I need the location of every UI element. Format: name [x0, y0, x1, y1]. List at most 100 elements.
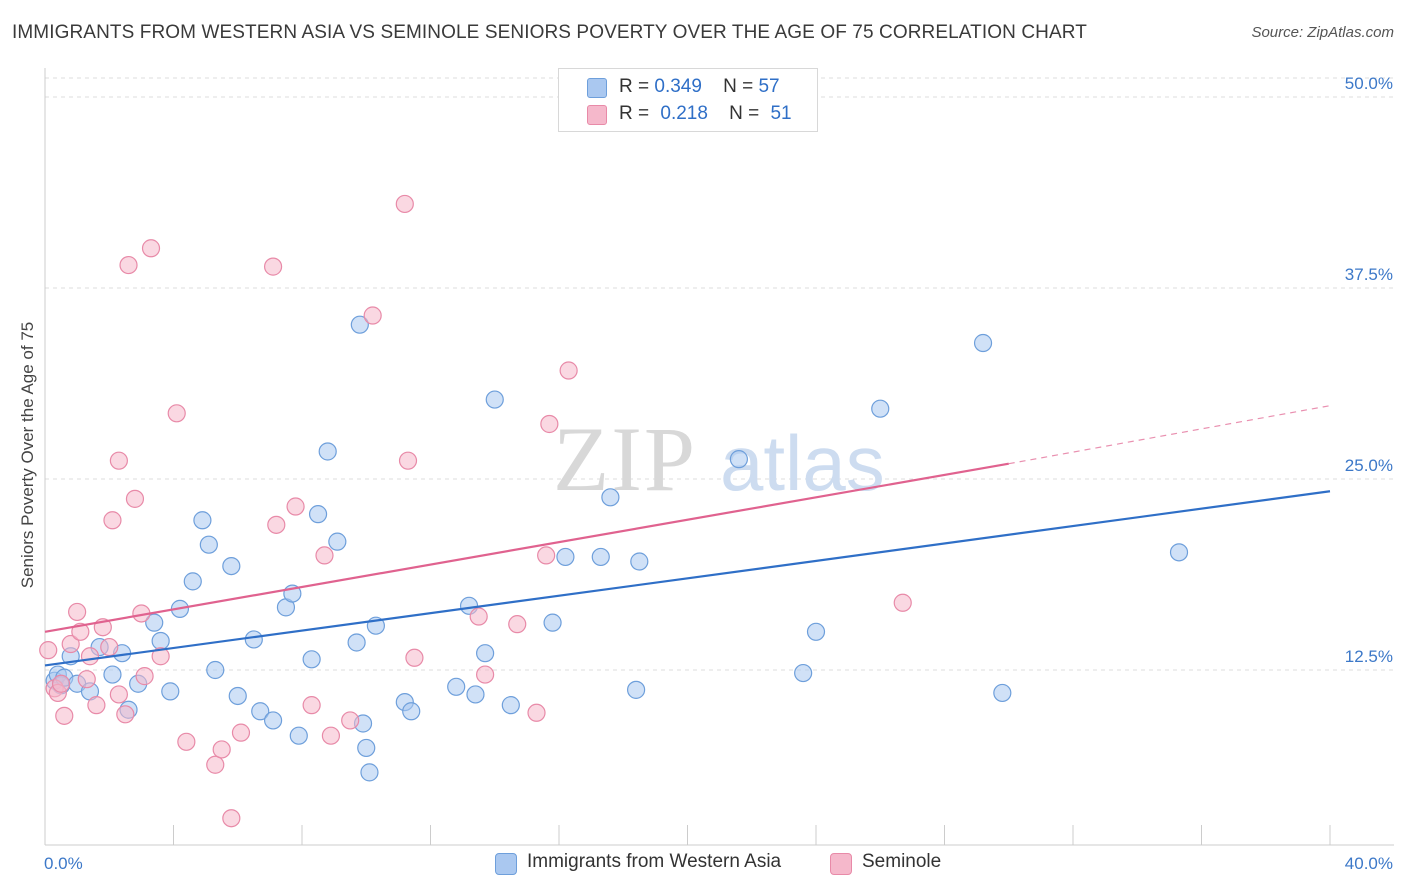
x-tick-label: 40.0% [1345, 854, 1393, 873]
legend-n-value-blue: 57 [758, 76, 780, 97]
data-point-pink [893, 593, 912, 612]
data-point-blue [591, 547, 610, 567]
data-point-pink [119, 255, 138, 275]
data-point-pink [231, 723, 251, 742]
x-tick-label: 0.0% [44, 854, 83, 873]
gridlines [45, 77, 1394, 671]
data-point-blue [183, 572, 202, 591]
data-point-pink [141, 239, 161, 258]
data-point-pink [559, 361, 578, 380]
data-point-pink [212, 740, 231, 759]
y-tick-label: 50.0% [1345, 74, 1393, 93]
correlation-legend: R = 0.349 N = 57 R = 0.218 N = 51 [558, 68, 818, 132]
data-point-pink [68, 602, 87, 622]
axes [44, 68, 1394, 846]
data-point-blue [145, 613, 164, 632]
data-point-pink [267, 515, 286, 534]
data-point-blue [161, 682, 180, 701]
data-point-pink [167, 404, 186, 423]
bottom-legend-label-pink: Seminole [862, 851, 942, 872]
data-point-blue [402, 702, 421, 721]
data-point-blue [222, 556, 241, 576]
data-point-blue [151, 631, 170, 651]
data-point-pink [109, 451, 128, 470]
data-point-pink [39, 641, 58, 660]
data-point-pink [508, 615, 527, 634]
data-point-pink [302, 696, 321, 715]
data-point-blue [630, 552, 649, 571]
trend-extension-pink [1008, 405, 1331, 465]
legend-r-label-pink: R = [619, 103, 650, 124]
data-point-pink [363, 306, 382, 325]
data-points [39, 194, 1189, 828]
data-point-pink [80, 647, 100, 666]
data-point-blue [289, 726, 308, 745]
data-point-pink [469, 607, 488, 626]
data-point-blue [501, 696, 520, 715]
data-point-blue [729, 450, 749, 469]
legend-n-label-blue: N = [723, 76, 754, 97]
data-point-pink [540, 414, 559, 434]
data-point-pink [341, 711, 360, 730]
data-point-pink [177, 732, 196, 751]
watermark-zip: ZIP [553, 408, 697, 510]
trend-line-blue [44, 490, 1331, 667]
data-point-pink [116, 705, 135, 724]
data-point-blue [308, 505, 328, 524]
bottom-legend-swatch-pink [830, 853, 852, 875]
data-point-pink [263, 257, 283, 276]
data-point-blue [476, 644, 495, 663]
data-point-pink [87, 696, 106, 715]
data-point-pink [398, 451, 418, 470]
data-point-blue [244, 630, 263, 649]
legend-n-label-pink: N = [729, 103, 760, 124]
legend-r-value-pink: 0.218 [660, 103, 708, 124]
legend-r-label-blue: R = [619, 76, 650, 97]
y-tick-label: 37.5% [1345, 265, 1393, 284]
data-point-pink [103, 511, 122, 530]
legend-text-blue: R = 0.349 N = 57 [619, 76, 780, 98]
data-point-blue [350, 315, 369, 334]
data-point-pink [55, 706, 74, 725]
legend-swatch-pink [587, 105, 607, 125]
data-point-pink [109, 685, 128, 704]
data-point-blue [993, 683, 1012, 703]
data-point-blue [263, 711, 283, 730]
bottom-legend-label-blue: Immigrants from Western Asia [527, 851, 782, 872]
data-point-blue [973, 333, 993, 353]
data-point-blue [556, 547, 575, 567]
data-point-pink [395, 194, 414, 214]
data-point-blue [360, 763, 379, 782]
y-tick-label: 12.5% [1345, 647, 1393, 666]
data-point-blue [103, 665, 122, 684]
data-point-pink [476, 665, 495, 684]
watermark: ZIP atlas [553, 408, 885, 510]
data-point-pink [100, 637, 119, 657]
data-point-pink [405, 648, 424, 667]
data-point-pink [321, 726, 341, 745]
data-point-blue [485, 390, 504, 409]
data-point-blue [447, 677, 466, 696]
legend-swatch-blue [587, 78, 607, 98]
bottom-legend-swatch-blue [495, 853, 517, 875]
data-point-blue [466, 685, 485, 704]
legend-n-value-pink: 51 [770, 103, 792, 124]
data-point-blue [806, 622, 826, 641]
trend-line-pink [44, 462, 1009, 633]
data-point-pink [135, 667, 154, 686]
data-point-blue [794, 663, 813, 683]
data-point-pink [61, 634, 80, 654]
data-point-blue [357, 738, 376, 758]
data-point-pink [537, 546, 556, 565]
trend-lines [44, 405, 1331, 667]
data-point-blue [251, 702, 270, 721]
data-point-pink [51, 674, 71, 693]
data-point-blue [199, 535, 218, 554]
data-point-pink [77, 670, 96, 689]
legend-r-value-blue: 0.349 [654, 76, 702, 97]
data-point-blue [228, 686, 247, 706]
data-point-pink [315, 546, 334, 565]
data-point-blue [1169, 543, 1189, 562]
data-point-pink [527, 703, 546, 722]
